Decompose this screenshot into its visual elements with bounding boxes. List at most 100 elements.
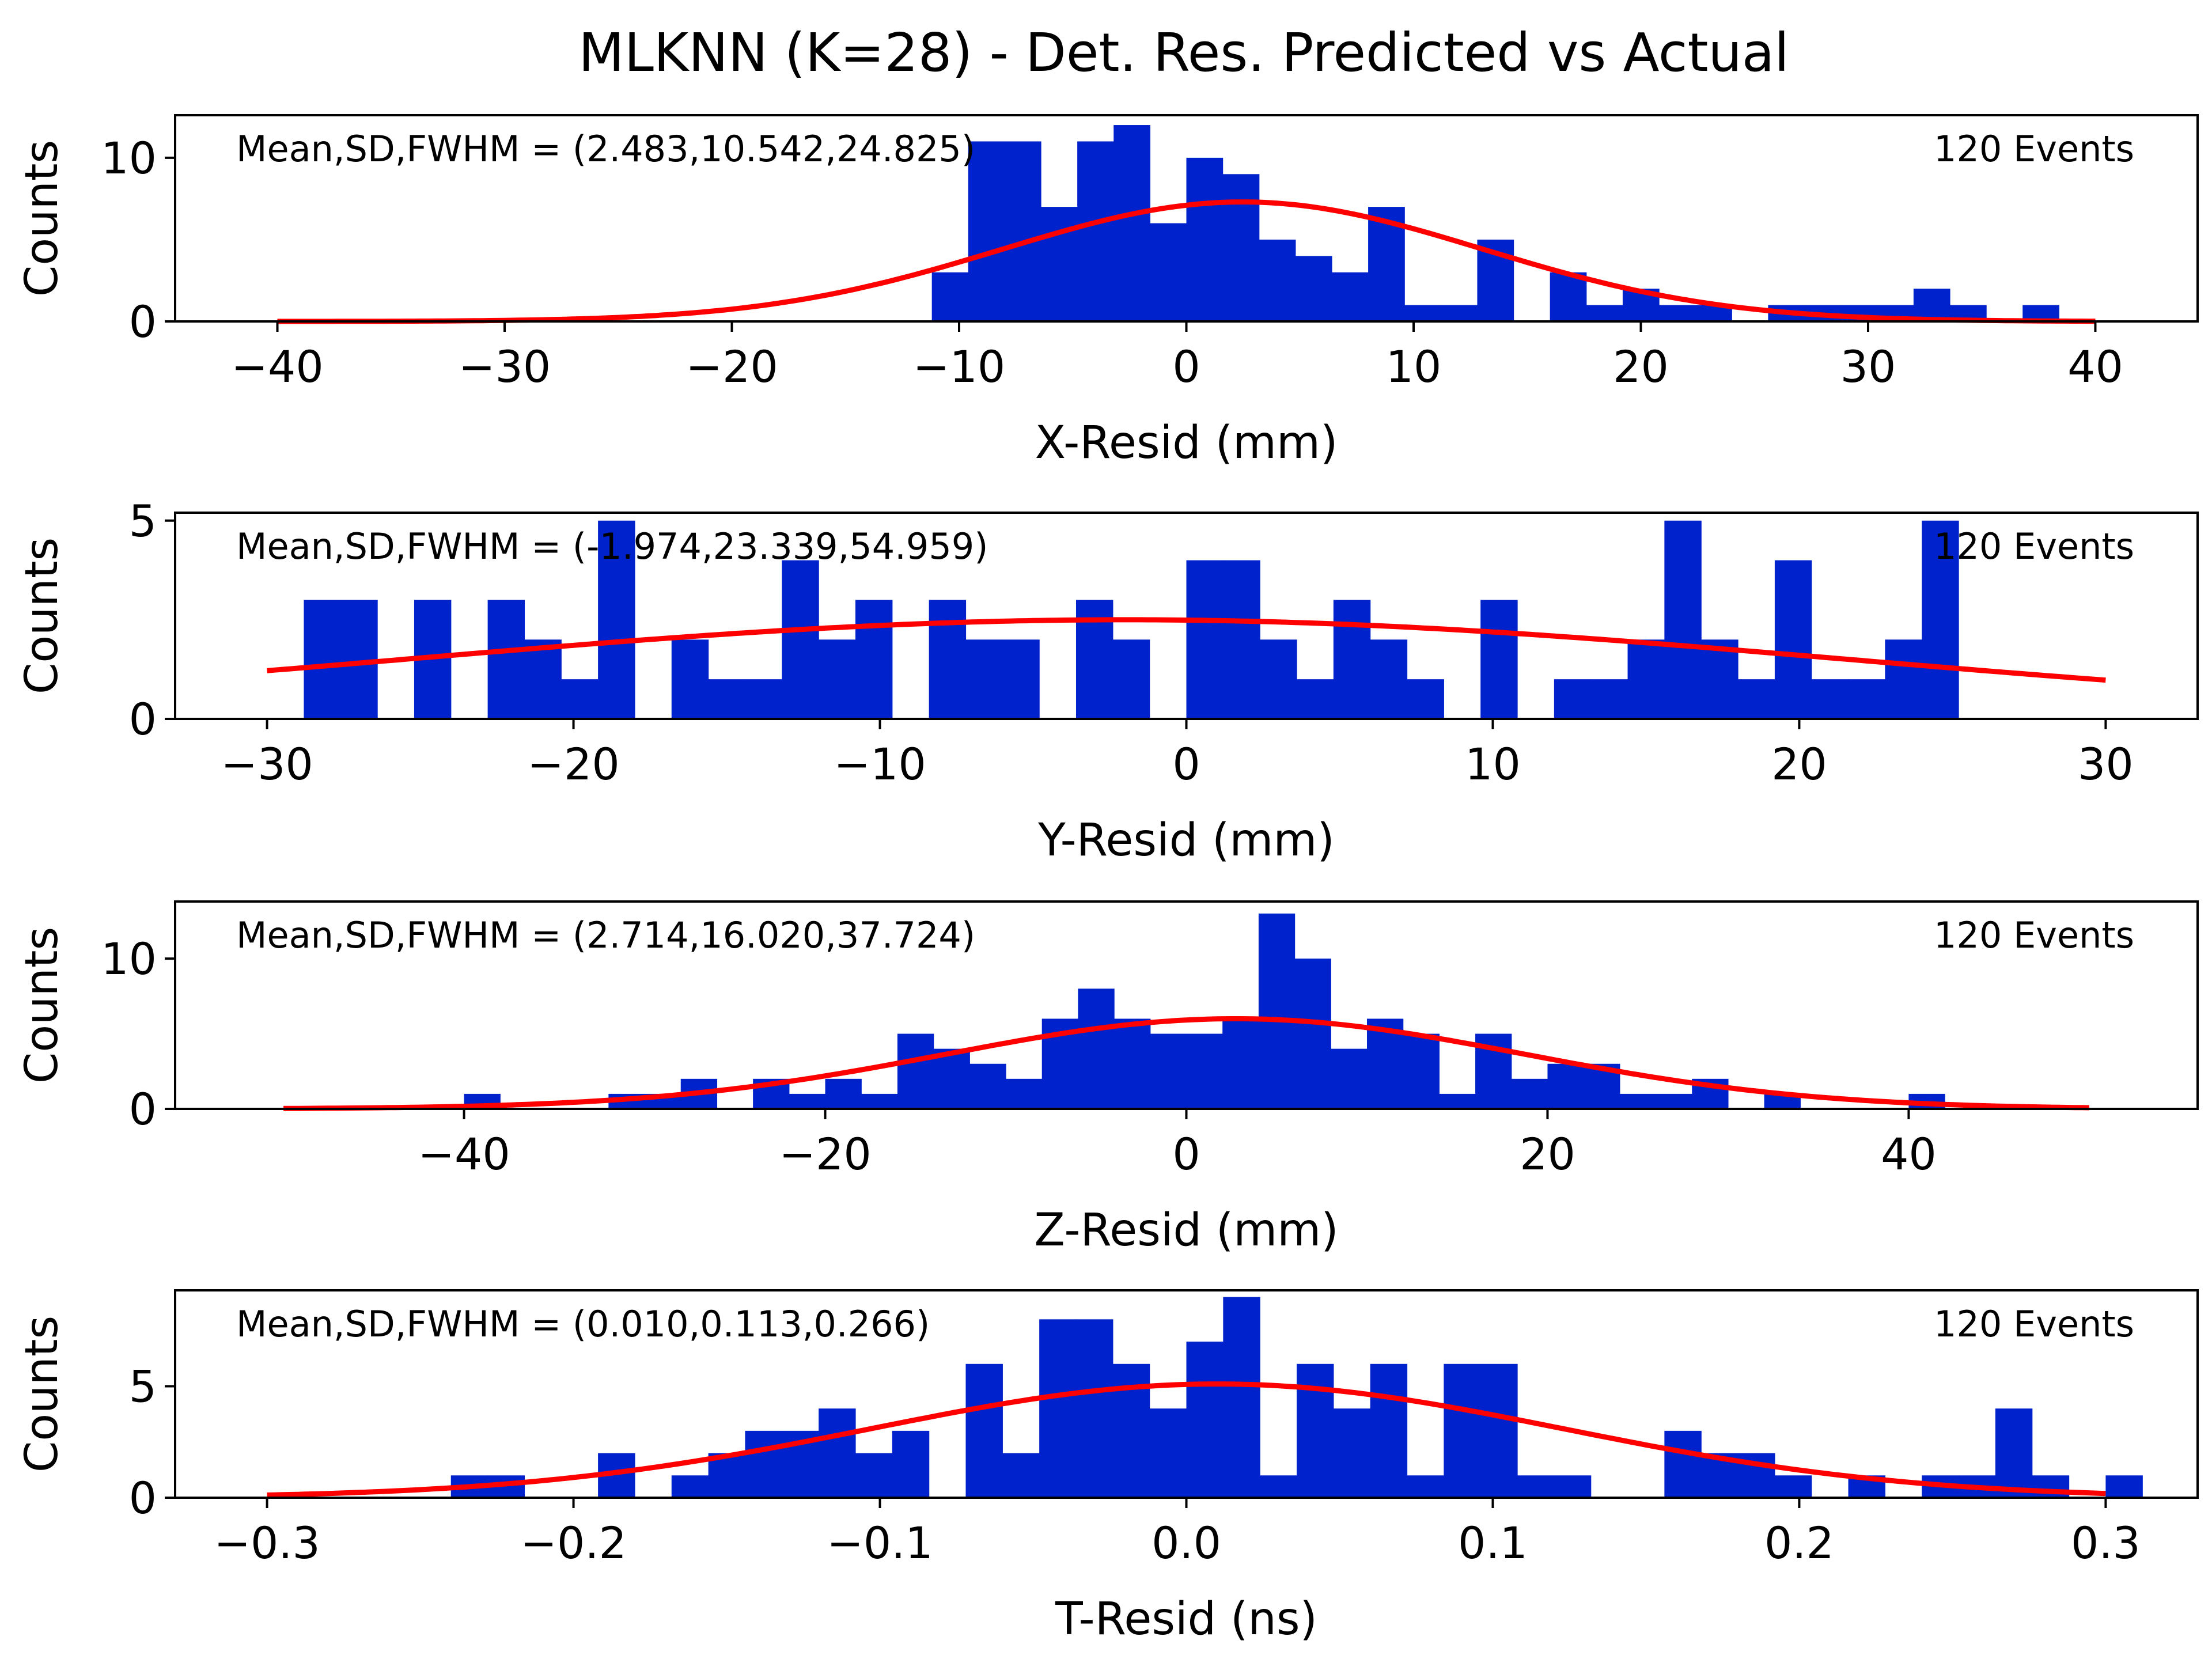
histogram-bar — [1554, 679, 1592, 719]
histogram-bar — [1774, 1475, 1812, 1498]
histogram-bar — [1260, 1475, 1297, 1498]
y-axis-label: Counts — [16, 1316, 68, 1472]
x-axis-label: Z-Resid (mm) — [1034, 1205, 1338, 1256]
events-annotation: 120 Events — [1934, 525, 2134, 567]
histogram-bar — [1480, 600, 1518, 719]
x-tick-label: −20 — [527, 738, 619, 790]
histogram-bar — [861, 1093, 898, 1109]
histogram-bar — [1186, 1342, 1224, 1498]
x-tick-label: 40 — [1881, 1128, 1937, 1180]
x-tick-label: 0 — [1172, 1128, 1200, 1180]
panel-4: −0.3 −0.2 −0.1 0.0 0.1 0.2 0.3 0 5 T-Resid (ns) Co… — [16, 1289, 2199, 1645]
histogram-bar — [1297, 1363, 1334, 1498]
histogram-bar — [933, 1048, 970, 1109]
x-tick-label: 30 — [2078, 738, 2134, 790]
x-tick-label: 30 — [1840, 341, 1896, 392]
histogram-bar — [1294, 959, 1331, 1109]
histogram-bar — [1404, 305, 1441, 321]
histogram-bar — [1260, 639, 1297, 719]
histogram-bar — [1186, 1033, 1223, 1109]
histogram-bar — [1656, 1093, 1692, 1109]
x-tick-label: 0 — [1172, 341, 1200, 392]
histogram-bar — [1331, 272, 1369, 321]
events-annotation: 120 Events — [1934, 128, 2134, 170]
histogram-bar — [1550, 272, 1587, 321]
x-tick-label: −0.1 — [827, 1517, 933, 1569]
fit-curve — [277, 199, 2096, 324]
histogram-bar — [1295, 256, 1332, 321]
fit-curve — [283, 1016, 2089, 1111]
histogram-bar — [1039, 1319, 1077, 1498]
histogram-bar — [745, 679, 782, 719]
histogram-bar — [1075, 1319, 1113, 1498]
y-tick-label: 5 — [129, 1361, 157, 1412]
histogram-bar — [892, 1430, 930, 1498]
histogram-bar — [1664, 1430, 1702, 1498]
x-tick-label: 20 — [1771, 738, 1827, 790]
histogram-bar — [1002, 639, 1040, 719]
panel-1: −40 −30 −20 −10 0 10 20 30 40 0 10 X-Resid (mm) Coun… — [16, 114, 2199, 469]
panels-container: −40 −30 −20 −10 0 10 20 30 40 0 10 X-Resid (mm) Coun… — [16, 114, 2199, 1645]
histogram-bar — [1517, 1475, 1555, 1498]
histogram-bar — [1077, 141, 1114, 321]
histogram-bar — [340, 600, 378, 719]
histogram-bar — [2105, 1475, 2143, 1498]
x-axis-label: X-Resid (mm) — [1035, 417, 1338, 469]
x-tick-label: 0 — [1172, 738, 1200, 790]
histogram-bar — [1223, 560, 1260, 719]
histogram-bar — [1259, 239, 1296, 321]
histogram-bar — [487, 600, 525, 719]
y-axis-label: Counts — [16, 537, 68, 694]
histogram-bar — [1370, 639, 1408, 719]
histogram-bar — [825, 1078, 862, 1109]
histogram-bar — [708, 679, 746, 719]
stats-annotation: Mean,SD,FWHM = (2.714,16.020,37.724) — [236, 914, 975, 956]
histogram-bar — [745, 1430, 782, 1498]
stats-annotation: Mean,SD,FWHM = (0.010,0.113,0.266) — [236, 1303, 930, 1345]
histogram-bar — [1547, 1063, 1584, 1109]
y-axis-label: Counts — [16, 140, 68, 297]
histogram-bar — [1885, 639, 1922, 719]
histogram-bar — [965, 1363, 1003, 1498]
histogram-bar — [1186, 560, 1224, 719]
histogram-bar — [1150, 223, 1187, 321]
x-tick-label: −0.2 — [520, 1517, 627, 1569]
x-tick-label: 10 — [1386, 341, 1442, 392]
histogram-bar — [1407, 679, 1444, 719]
histogram-bar — [969, 1063, 1006, 1109]
panel-3: −40 −20 0 20 40 0 10 Z-Resid (mm) Counts Mean,SD,… — [16, 900, 2199, 1256]
histogram-bar — [1258, 913, 1296, 1109]
histogram-bar — [965, 639, 1003, 719]
x-axis-label: T-Resid (ns) — [1055, 1593, 1317, 1645]
histogram-bar — [304, 600, 341, 719]
histogram-bar — [855, 600, 893, 719]
histogram-bar — [1441, 305, 1478, 321]
histogram-bar — [1112, 639, 1150, 719]
histogram-bar — [782, 560, 819, 719]
histogram-bar — [1444, 1363, 1481, 1498]
y-tick-label: 0 — [129, 1472, 157, 1524]
histogram-bar — [1041, 207, 1078, 321]
panel-2: −30 −20 −10 0 10 20 30 0 5 Y-Resid (mm) Counts Mean… — [16, 495, 2199, 866]
histogram-bar — [1403, 1033, 1440, 1109]
x-tick-label: 0.1 — [1458, 1517, 1528, 1569]
histogram-bar — [1659, 305, 1696, 321]
histogram-bar — [1006, 1078, 1043, 1109]
y-tick-label: 0 — [129, 694, 157, 745]
x-tick-label: −20 — [779, 1128, 871, 1180]
histogram-bar — [931, 272, 969, 321]
stats-annotation: Mean,SD,FWHM = (2.483,10.542,24.825) — [236, 128, 975, 170]
histogram-bar — [671, 1475, 709, 1498]
histogram-bar — [1913, 289, 1950, 321]
histogram-bar — [1774, 560, 1812, 719]
histogram-bar — [1738, 679, 1775, 719]
histogram-bar — [1331, 1048, 1368, 1109]
histogram-bar — [671, 639, 709, 719]
histogram-bar — [524, 639, 562, 719]
histogram-bar — [1664, 520, 1702, 719]
histogram-bar — [897, 1033, 934, 1109]
x-tick-label: 0.0 — [1152, 1517, 1221, 1569]
y-tick-label: 0 — [129, 296, 157, 347]
histogram-bar — [1223, 1297, 1260, 1498]
x-axis-label: Y-Resid (mm) — [1037, 815, 1335, 866]
